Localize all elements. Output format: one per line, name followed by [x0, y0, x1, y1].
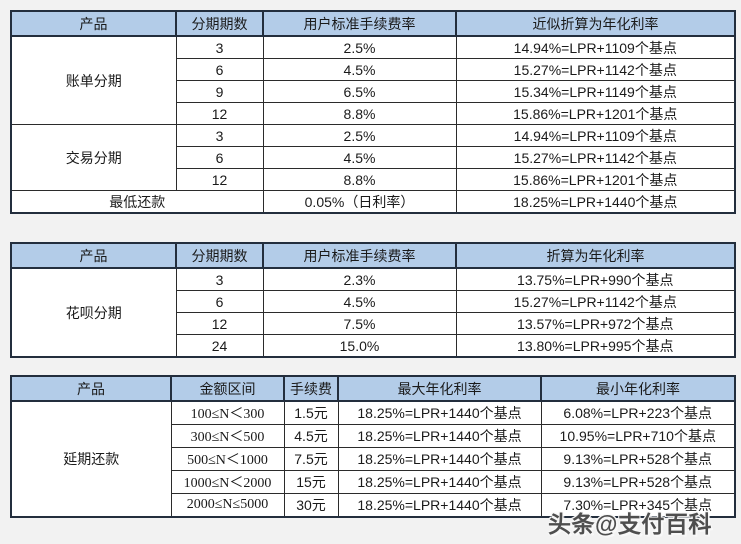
column-header-product: 产品 — [10, 10, 177, 37]
column-header-periods: 分期期数 — [175, 10, 264, 37]
huabei-installment-table: 产品 分期期数 用户标准手续费率 折算为年化利率 花呗分期 3 2.3% 13.… — [10, 242, 736, 358]
table-row: 12 8.8% 15.86%=LPR+1201个基点 — [11, 102, 736, 125]
table-cell: 12 — [175, 102, 264, 125]
column-header-fee-rate: 用户标准手续费率 — [262, 242, 457, 269]
table-cell: 6 — [175, 146, 264, 169]
table-cell: 15.27%=LPR+1142个基点 — [455, 58, 736, 81]
column-header-periods: 分期期数 — [175, 242, 264, 269]
table-cell: 7.5% — [262, 312, 457, 335]
table-row: 延期还款 100≤N＜300 1.5元 18.25%=LPR+1440个基点 6… — [10, 400, 736, 518]
column-header-amount-range: 金额区间 — [170, 375, 285, 402]
table-row: 12 7.5% 13.57%=LPR+972个基点 — [11, 312, 736, 335]
table-cell: 2.5% — [262, 124, 457, 147]
table-cell: 14.94%=LPR+1109个基点 — [455, 35, 736, 59]
column-header-product: 产品 — [10, 375, 172, 402]
table-row-minimum-repayment: 最低还款 0.05%（日利率） 18.25%=LPR+1440个基点 — [10, 190, 736, 214]
column-header-min-annualized: 最小年化利率 — [540, 375, 736, 402]
table-row: 24 15.0% 13.80%=LPR+995个基点 — [11, 334, 736, 358]
table-cell: 12 — [175, 312, 264, 335]
table-row: 1000≤N＜2000 15元 18.25%=LPR+1440个基点 9.13%… — [11, 470, 736, 494]
table-cell: 15.86%=LPR+1201个基点 — [455, 102, 736, 125]
column-header-annualized: 近似折算为年化利率 — [455, 10, 736, 37]
column-header-product: 产品 — [10, 242, 177, 269]
amount-range-cell: 300≤N＜500 — [170, 424, 285, 448]
header-row: 产品 分期期数 用户标准手续费率 折算为年化利率 — [10, 242, 736, 269]
table-cell: 9.13%=LPR+528个基点 — [540, 447, 736, 471]
table-cell: 13.80%=LPR+995个基点 — [455, 334, 736, 358]
bill-installment-table: 产品 分期期数 用户标准手续费率 近似折算为年化利率 账单分期 3 2.5% 1… — [10, 10, 736, 214]
table-cell: 6 — [175, 58, 264, 81]
table-cell: 10.95%=LPR+710个基点 — [540, 424, 736, 448]
amount-range-cell: 2000≤N≤5000 — [170, 493, 285, 518]
amount-range-cell: 100≤N＜300 — [170, 400, 285, 425]
table-cell: 0.05%（日利率） — [262, 190, 457, 214]
table-cell: 8.8% — [262, 168, 457, 191]
table-cell: 15.27%=LPR+1142个基点 — [455, 146, 736, 169]
table-cell: 15.27%=LPR+1142个基点 — [455, 290, 736, 313]
table-row: 花呗分期 3 2.3% 13.75%=LPR+990个基点 — [10, 267, 736, 358]
table-cell: 12 — [175, 168, 264, 191]
table-cell: 15元 — [283, 470, 339, 494]
product-cell: 花呗分期 — [10, 267, 177, 358]
table-cell: 15.0% — [262, 334, 457, 358]
table-cell: 15.34%=LPR+1149个基点 — [455, 80, 736, 103]
table-row: 账单分期 3 2.5% 14.94%=LPR+1109个基点 — [10, 35, 736, 125]
toutiao-watermark: 头条@支付百科 — [548, 511, 712, 537]
table-cell: 3 — [175, 35, 264, 59]
table-cell: 30元 — [283, 493, 339, 518]
table-cell: 4.5% — [262, 58, 457, 81]
table-cell: 8.8% — [262, 102, 457, 125]
table-cell: 3 — [175, 267, 264, 291]
table-cell: 24 — [175, 334, 264, 358]
column-header-fee: 手续费 — [283, 375, 339, 402]
table-cell: 2.5% — [262, 35, 457, 59]
table-cell: 6 — [175, 290, 264, 313]
header-row: 产品 分期期数 用户标准手续费率 近似折算为年化利率 — [10, 10, 736, 37]
header-row: 产品 金额区间 手续费 最大年化利率 最小年化利率 — [10, 375, 736, 402]
amount-range-cell: 1000≤N＜2000 — [170, 470, 285, 494]
table-cell: 6.5% — [262, 80, 457, 103]
table-cell: 4.5元 — [283, 424, 339, 448]
table-cell: 15.86%=LPR+1201个基点 — [455, 168, 736, 191]
table-cell: 18.25%=LPR+1440个基点 — [337, 424, 542, 448]
tables-container: 产品 分期期数 用户标准手续费率 近似折算为年化利率 账单分期 3 2.5% 1… — [10, 10, 736, 518]
table-cell: 7.5元 — [283, 447, 339, 471]
table-cell: 4.5% — [262, 146, 457, 169]
table-cell: 18.25%=LPR+1440个基点 — [455, 190, 736, 214]
table-row: 6 4.5% 15.27%=LPR+1142个基点 — [11, 58, 736, 81]
table-cell: 13.75%=LPR+990个基点 — [455, 267, 736, 291]
table-cell: 4.5% — [262, 290, 457, 313]
table-cell: 1.5元 — [283, 400, 339, 425]
amount-range-cell: 500≤N＜1000 — [170, 447, 285, 471]
table-row: 6 4.5% 15.27%=LPR+1142个基点 — [11, 146, 736, 169]
table-cell: 18.25%=LPR+1440个基点 — [337, 470, 542, 494]
table-cell: 7.30%=LPR+345个基点 — [540, 493, 736, 518]
product-cell: 延期还款 — [10, 400, 172, 518]
column-header-fee-rate: 用户标准手续费率 — [262, 10, 457, 37]
column-header-annualized: 折算为年化利率 — [455, 242, 736, 269]
table-row: 2000≤N≤5000 30元 18.25%=LPR+1440个基点 7.30%… — [11, 493, 736, 518]
table-cell: 2.3% — [262, 267, 457, 291]
table-cell: 18.25%=LPR+1440个基点 — [337, 493, 542, 518]
table-cell: 9 — [175, 80, 264, 103]
table-cell: 13.57%=LPR+972个基点 — [455, 312, 736, 335]
table-cell: 9.13%=LPR+528个基点 — [540, 470, 736, 494]
table-cell: 18.25%=LPR+1440个基点 — [337, 447, 542, 471]
product-cell: 交易分期 — [10, 124, 177, 191]
table-cell: 14.94%=LPR+1109个基点 — [455, 124, 736, 147]
table-row: 12 8.8% 15.86%=LPR+1201个基点 — [11, 168, 736, 191]
table-cell: 18.25%=LPR+1440个基点 — [337, 400, 542, 425]
table-cell: 3 — [175, 124, 264, 147]
deferred-repayment-table: 产品 金额区间 手续费 最大年化利率 最小年化利率 延期还款 100≤N＜300… — [10, 375, 736, 518]
table-cell: 6.08%=LPR+223个基点 — [540, 400, 736, 425]
table-row: 交易分期 3 2.5% 14.94%=LPR+1109个基点 — [10, 124, 736, 191]
product-cell: 账单分期 — [10, 35, 177, 125]
column-header-max-annualized: 最大年化利率 — [337, 375, 542, 402]
minimum-repayment-label-cell: 最低还款 — [10, 190, 264, 214]
